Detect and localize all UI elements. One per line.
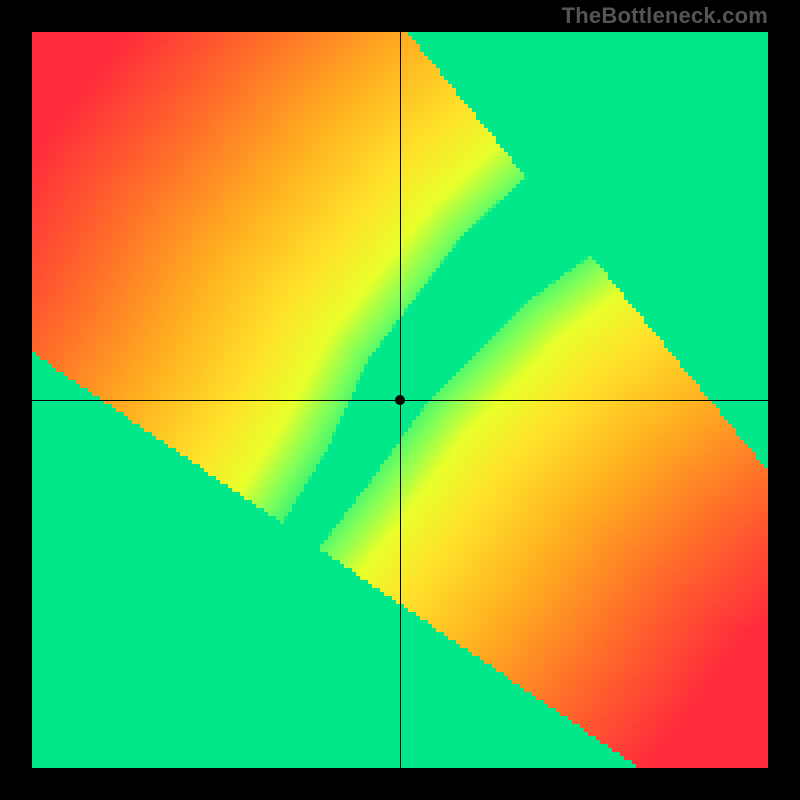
watermark-text: TheBottleneck.com xyxy=(562,3,768,29)
chart-frame: TheBottleneck.com xyxy=(0,0,800,800)
data-point-marker xyxy=(395,395,405,405)
plot-area xyxy=(32,32,768,768)
